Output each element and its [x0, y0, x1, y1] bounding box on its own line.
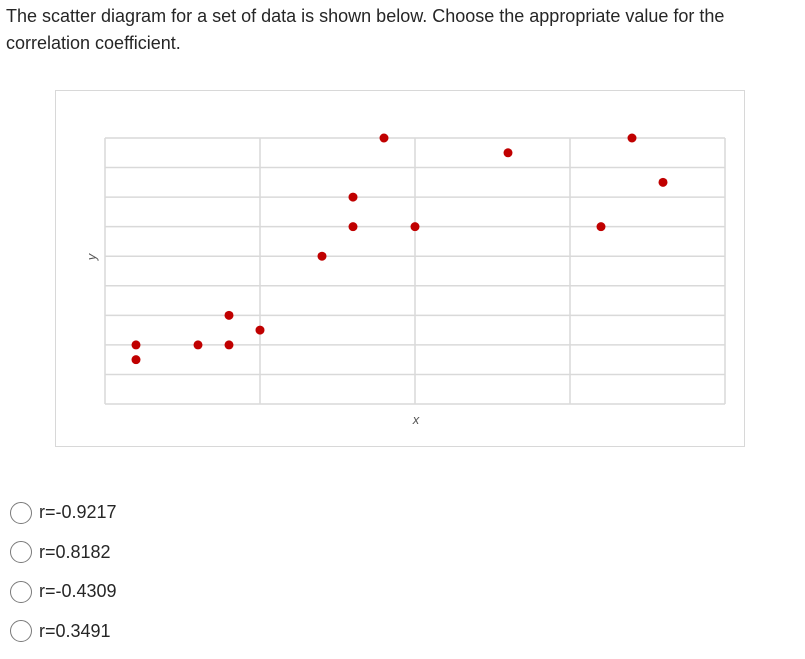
data-point [596, 222, 606, 232]
data-points [131, 133, 668, 365]
question-text: The scatter diagram for a set of data is… [6, 6, 725, 53]
radio-button[interactable] [10, 580, 32, 603]
answer-options: r=-0.9217 r=0.8182 r=-0.4309 r=0.3491 [10, 493, 117, 651]
grid [104, 137, 726, 405]
data-point [224, 310, 234, 320]
data-point [255, 325, 265, 335]
scatter-plot-svg: x y [84, 133, 726, 427]
data-point [627, 133, 637, 143]
y-axis-label: y [84, 252, 99, 261]
radio-button[interactable] [10, 541, 32, 564]
answer-option-label: r=0.3491 [39, 620, 111, 641]
data-point [348, 222, 358, 232]
data-point [348, 192, 358, 202]
answer-option-4[interactable]: r=0.3491 [10, 612, 117, 652]
answer-option-label: r=0.8182 [39, 541, 111, 562]
data-point [317, 251, 327, 261]
scatter-chart: x y [55, 90, 745, 447]
data-point [658, 177, 668, 187]
answer-option-1[interactable]: r=-0.9217 [10, 493, 117, 533]
answer-option-label: r=-0.9217 [39, 502, 117, 523]
data-point [410, 222, 420, 232]
data-point [503, 148, 513, 158]
answer-option-label: r=-0.4309 [39, 581, 117, 602]
data-point [224, 340, 234, 350]
x-axis-label: x [412, 412, 420, 427]
radio-button[interactable] [10, 501, 32, 524]
radio-button[interactable] [10, 620, 32, 643]
data-point [379, 133, 389, 143]
data-point [131, 340, 141, 350]
data-point [193, 340, 203, 350]
answer-option-3[interactable]: r=-0.4309 [10, 572, 117, 612]
data-point [131, 355, 141, 365]
answer-option-2[interactable]: r=0.8182 [10, 533, 117, 573]
